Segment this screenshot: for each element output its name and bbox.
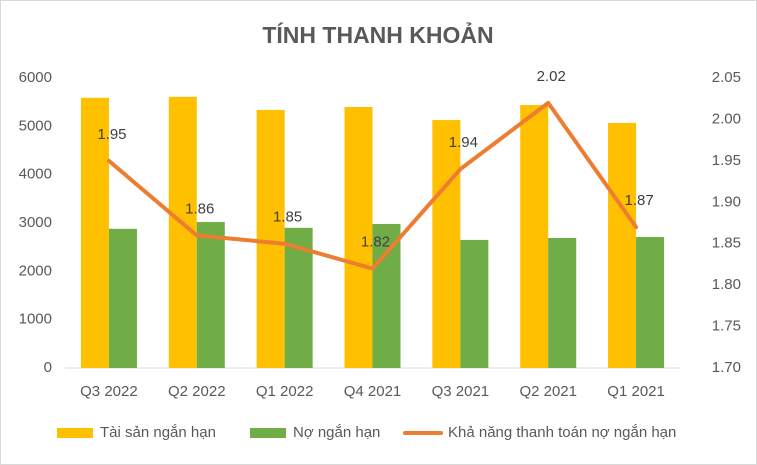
- legend-label: Khả năng thanh toán nợ ngắn hạn: [448, 424, 676, 441]
- bar: [608, 122, 637, 368]
- y2-tick-label: 1.95: [712, 152, 741, 169]
- line: [106, 100, 639, 271]
- chart-title: TÍNH THANH KHOẢN: [262, 20, 493, 48]
- data-label: 1.87: [624, 192, 653, 209]
- y-tick-label: 5000: [19, 117, 52, 134]
- x-tick-label: Q4 2021: [344, 383, 402, 400]
- data-label: 1.95: [97, 126, 126, 143]
- bar: [196, 222, 225, 368]
- bar: [432, 120, 461, 368]
- legend-swatch: [57, 428, 93, 438]
- bar: [108, 228, 137, 368]
- bar: [80, 97, 109, 369]
- bar: [256, 109, 285, 369]
- legend-label: Tài sản ngắn hạn: [100, 424, 216, 441]
- y2-tick-label: 1.75: [712, 318, 741, 335]
- legend-swatch: [250, 428, 286, 438]
- bar: [520, 105, 549, 369]
- y2-tick-label: 1.70: [712, 359, 741, 376]
- y-tick-label: 4000: [19, 166, 52, 183]
- y2-tick-label: 2.05: [712, 69, 741, 86]
- bar: [636, 237, 665, 368]
- y-tick-label: 2000: [19, 262, 52, 279]
- x-tick-label: Q1 2022: [256, 383, 314, 400]
- bar: [548, 237, 577, 368]
- y-tick-label: 6000: [19, 69, 52, 86]
- data-label: 1.85: [273, 209, 302, 226]
- y-tick-label: 1000: [19, 311, 52, 328]
- data-label: 2.02: [537, 68, 566, 85]
- x-tick-label: Q2 2022: [168, 383, 226, 400]
- data-label: 1.86: [185, 200, 214, 217]
- y2-tick-label: 2.00: [712, 110, 741, 127]
- data-label: 1.94: [449, 134, 478, 151]
- x-tick-label: Q2 2021: [519, 383, 577, 400]
- bar: [460, 239, 489, 368]
- y2-tick-label: 1.80: [712, 276, 741, 293]
- data-label: 1.82: [361, 234, 390, 251]
- legend-label: Nợ ngắn hạn: [293, 424, 380, 441]
- bar: [372, 223, 401, 368]
- y-tick-label: 0: [44, 359, 52, 376]
- x-tick-label: Q3 2021: [432, 383, 490, 400]
- y2-tick-label: 1.85: [712, 235, 741, 252]
- y-tick-label: 3000: [19, 214, 52, 231]
- x-tick-label: Q3 2022: [80, 383, 138, 400]
- y2-tick-label: 1.90: [712, 193, 741, 210]
- x-tick-label: Q1 2021: [607, 383, 665, 400]
- bar: [344, 107, 373, 368]
